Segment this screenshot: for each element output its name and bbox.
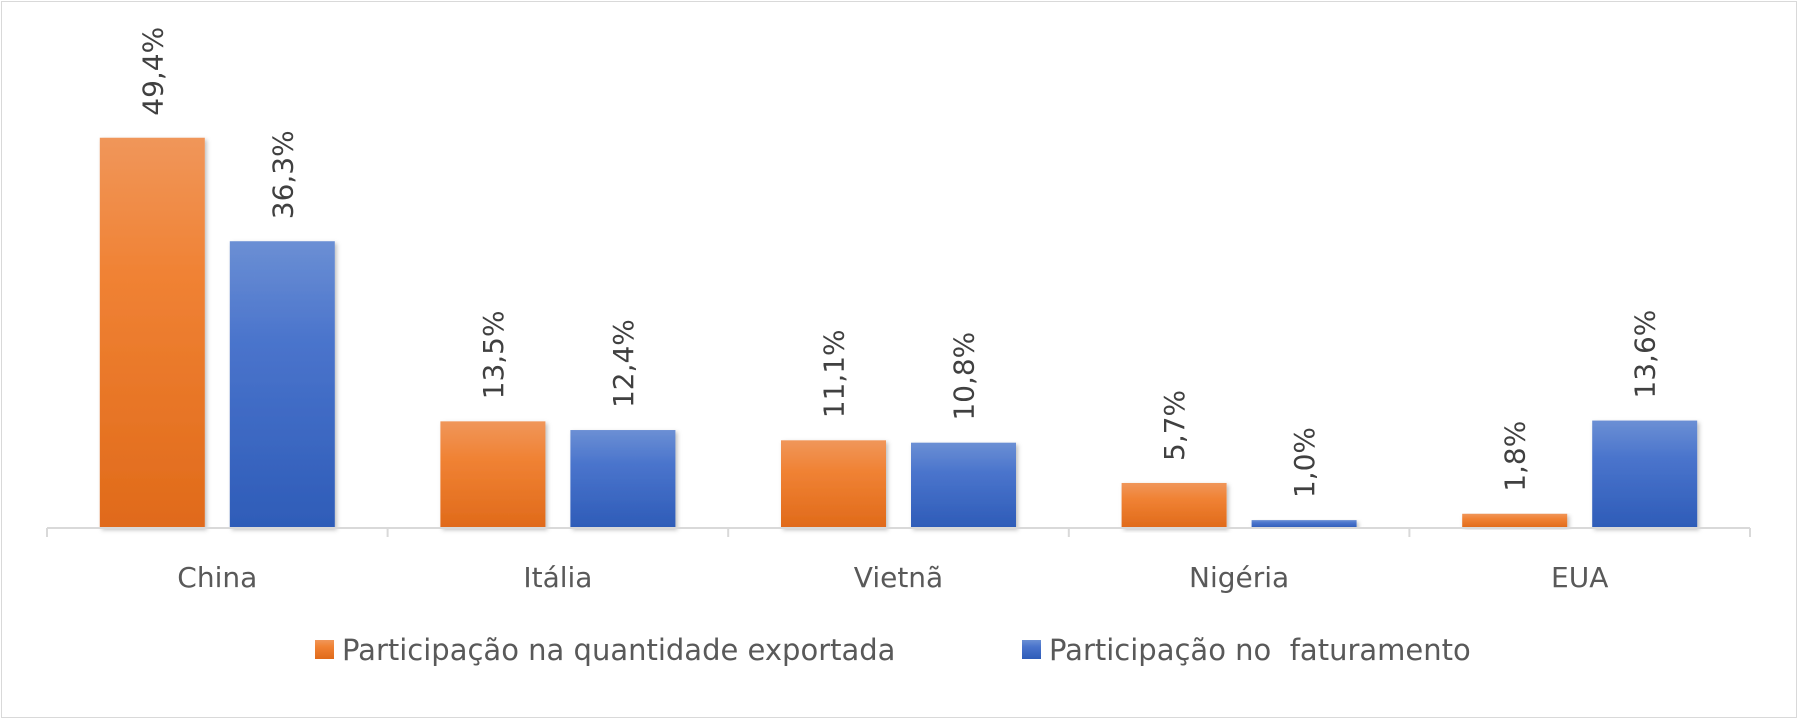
bar-participacao-no-faturamento-vietna: [911, 442, 1016, 528]
bar-participacao-na-quantidade-exportada-vietna: [781, 440, 886, 528]
data-label-participacao-na-quantidade-exportada-vietna: 11,1%: [818, 329, 851, 418]
bars-layer: [99, 137, 1698, 529]
x-tick-label-eua: EUA: [1551, 561, 1608, 594]
bar-participacao-na-quantidade-exportada-china: [99, 137, 205, 529]
data-label-participacao-no-faturamento-china: 36,3%: [266, 130, 299, 219]
bar-participacao-no-faturamento-nigeria: [1251, 520, 1357, 528]
bar-participacao-no-faturamento-eua: [1592, 420, 1698, 528]
x-axis: China Itália Vietnã Nigéria EUA: [46, 527, 1751, 594]
x-tick-label-nigeria: Nigéria: [1189, 561, 1289, 594]
data-label-participacao-no-faturamento-italia: 12,4%: [607, 319, 640, 408]
legend: Participação na quantidade exportada Part…: [315, 633, 1471, 667]
data-label-participacao-na-quantidade-exportada-eua: 1,8%: [1499, 421, 1532, 492]
bar-participacao-no-faturamento-china: [229, 241, 335, 529]
bar-participacao-na-quantidade-exportada-italia: [440, 421, 546, 528]
x-tick-label-vietna: Vietnã: [854, 561, 943, 594]
data-label-participacao-na-quantidade-exportada-italia: 13,5%: [477, 310, 510, 399]
legend-label-participacao-no-faturamento: Participação no faturamento: [1049, 633, 1471, 667]
legend-label-participacao-na-quantidade-exportada: Participação na quantidade exportada: [342, 633, 895, 667]
data-label-participacao-no-faturamento-eua: 13,6%: [1629, 310, 1662, 399]
data-labels: 49,4% 36,3% 13,5% 12,4% 11,1% 10,8% 5,7% 1,0% 1,…: [136, 27, 1661, 498]
data-label-participacao-no-faturamento-vietna: 10,8%: [948, 332, 981, 421]
data-label-participacao-na-quantidade-exportada-nigeria: 5,7%: [1158, 390, 1191, 461]
x-tick-label-china: China: [177, 561, 257, 594]
data-label-participacao-no-faturamento-nigeria: 1,0%: [1288, 427, 1321, 498]
data-label-participacao-na-quantidade-exportada-china: 49,4%: [136, 27, 169, 116]
legend-swatch-participacao-no-faturamento: [1022, 640, 1041, 659]
bar-participacao-no-faturamento-italia: [570, 430, 676, 528]
legend-swatch-participacao-na-quantidade-exportada: [315, 640, 334, 659]
bar-participacao-na-quantidade-exportada-eua: [1462, 513, 1568, 528]
x-tick-label-italia: Itália: [523, 561, 592, 594]
bar-participacao-na-quantidade-exportada-nigeria: [1121, 482, 1227, 528]
